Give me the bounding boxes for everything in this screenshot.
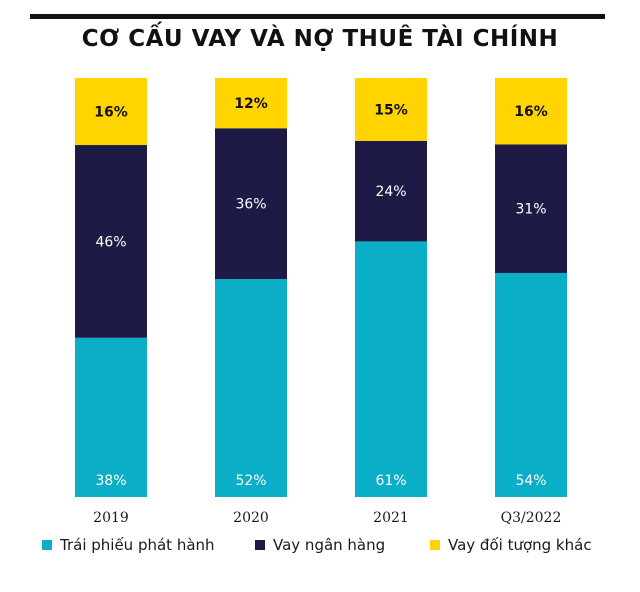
bar-1-label-bonds: 52% [235,473,266,489]
bar-1-segment-bank [215,128,287,280]
bar-2-label-bank: 24% [375,184,406,200]
bar-2-segment-bonds [355,241,427,497]
bar-0-segment-bank [75,145,147,338]
bar-1-segment-bonds [215,279,287,497]
legend-swatch-other [430,540,440,550]
bar-1-label-other: 12% [234,96,268,112]
bar-0-segment-bonds [75,337,147,497]
legend: Trái phiếu phát hành Vay ngân hàng Vay đ… [0,536,640,560]
bar-0-label-bonds: 38% [95,473,126,489]
x-tick-label-0: 2019 [93,510,129,526]
bar-3-label-bank: 31% [515,202,546,218]
bar-3-segment-bonds [495,272,567,497]
legend-swatch-bonds [42,540,52,550]
bar-1-label-bank: 36% [235,197,266,213]
bar-2-label-other: 15% [374,102,408,118]
bar-0-label-other: 16% [94,105,128,121]
chart-title: CƠ CẤU VAY VÀ NỢ THUÊ TÀI CHÍNH [81,26,559,52]
x-tick-label-3: Q3/2022 [501,510,562,526]
stacked-bar-chart: 38% 46% 16% 2019 52% 36% 12% 2020 61% 24% 15% 2021 5… [75,78,567,526]
legend-item-bonds: Trái phiếu phát hành [42,536,215,554]
legend-label-bank: Vay ngân hàng [273,536,386,554]
bar-0-segment-other [75,78,147,146]
bar-3-segment-other [495,78,567,145]
bar-1-segment-other [215,78,287,129]
legend-item-bank: Vay ngân hàng [255,536,385,554]
legend-label-bonds: Trái phiếu phát hành [60,536,215,554]
legend-item-other: Vay đối tượng khác [430,536,592,554]
bar-2-segment-bank [355,140,427,242]
bar-2-segment-other [355,78,427,141]
top-rule [30,14,605,19]
bar-3-label-other: 16% [514,104,548,120]
legend-swatch-bank [255,540,265,550]
bar-2-label-bonds: 61% [375,473,406,489]
legend-label-other: Vay đối tượng khác [448,536,592,554]
x-tick-label-1: 2020 [233,510,269,526]
x-tick-label-2: 2021 [373,510,409,526]
bar-0-label-bank: 46% [95,234,126,250]
bar-3-label-bonds: 54% [515,473,546,489]
bar-3-segment-bank [495,144,567,273]
